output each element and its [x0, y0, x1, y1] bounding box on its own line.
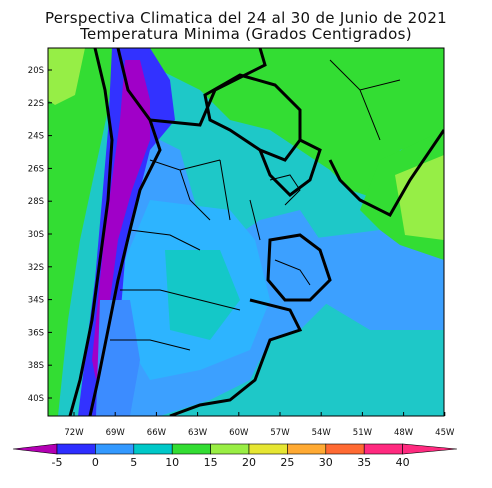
map-title: Perspectiva Climatica del 24 al 30 de Ju… — [44, 9, 448, 27]
argentina-coast — [169, 298, 303, 416]
lon-label: 72W — [64, 428, 84, 438]
colorbar-label: 30 — [319, 456, 333, 469]
lat-label: 28S — [28, 197, 44, 207]
andes-border — [88, 48, 162, 416]
chile-coastline — [68, 48, 114, 416]
lat-label: 32S — [28, 263, 44, 273]
colorbar-segment — [95, 443, 135, 455]
atlantic-blue-zone — [300, 230, 444, 330]
misiones-border — [258, 138, 322, 197]
lon-label: 45W — [435, 428, 455, 438]
longitude-labels: 72W 69W 66W 63W 60W 57W 54W 51W 48W 45W — [64, 412, 455, 438]
lon-label: 48W — [394, 428, 414, 438]
colorbar-segment — [133, 443, 173, 455]
brazil-green-zone — [48, 48, 444, 200]
lat-label: 24S — [28, 132, 44, 142]
colorbar-segment — [210, 443, 250, 455]
colorbar-label: 25 — [280, 456, 294, 469]
province-lines — [110, 159, 261, 351]
lon-label: 51W — [353, 428, 373, 438]
lon-label: 60W — [229, 428, 249, 438]
latitude-labels: 20S 22S 24S 26S 28S 30S 32S 34S 36S 38S 40S — [28, 66, 52, 404]
lon-label: 69W — [106, 428, 126, 438]
colorbar-segment — [248, 443, 288, 455]
lat-label: 22S — [28, 99, 44, 109]
color-fill-layer — [48, 48, 444, 416]
colorbar-segment — [325, 443, 365, 455]
colorbar: -5 0 5 10 15 20 25 30 35 40 — [12, 443, 458, 469]
lon-label: 66W — [147, 428, 167, 438]
colorbar-segment — [171, 443, 211, 455]
colorbar-label: 35 — [357, 456, 371, 469]
lat-label: 30S — [28, 230, 44, 240]
pacific-green-zone — [48, 48, 115, 416]
lon-label: 54W — [312, 428, 332, 438]
lat-label: 34S — [28, 296, 44, 306]
brazil-coast — [328, 129, 444, 217]
lat-label: 40S — [28, 394, 44, 404]
central-cyan-zone — [165, 250, 240, 340]
lon-label: 63W — [188, 428, 208, 438]
colorbar-label: 20 — [242, 456, 256, 469]
colorbar-label: 10 — [165, 456, 179, 469]
colorbar-label: -5 — [52, 456, 63, 469]
colorbar-label: 0 — [92, 456, 99, 469]
state-lines — [269, 59, 401, 286]
colorbar-label: 40 — [396, 456, 410, 469]
colorbar-segment — [56, 443, 96, 455]
colorbar-segment — [363, 443, 403, 455]
pacific-light-green — [48, 48, 85, 105]
lon-label: 57W — [270, 428, 290, 438]
boundaries-layer — [68, 48, 444, 416]
colorbar-label: 5 — [130, 456, 137, 469]
colorbar-label: 15 — [204, 456, 218, 469]
lat-label: 26S — [28, 164, 44, 174]
lat-label: 36S — [28, 328, 44, 338]
map-frame — [47, 47, 445, 417]
light-green-patch — [395, 155, 444, 240]
lat-label: 20S — [28, 66, 44, 76]
colorbar-right-arrow — [402, 443, 458, 455]
paraguay-border — [203, 73, 302, 162]
lat-label: 38S — [28, 361, 44, 371]
colorbar-left-arrow — [12, 443, 58, 455]
uruguay-border — [266, 233, 332, 302]
colorbar-segment — [287, 443, 327, 455]
map-subtitle: Temperatura Minima (Grados Centigrados) — [80, 25, 412, 43]
